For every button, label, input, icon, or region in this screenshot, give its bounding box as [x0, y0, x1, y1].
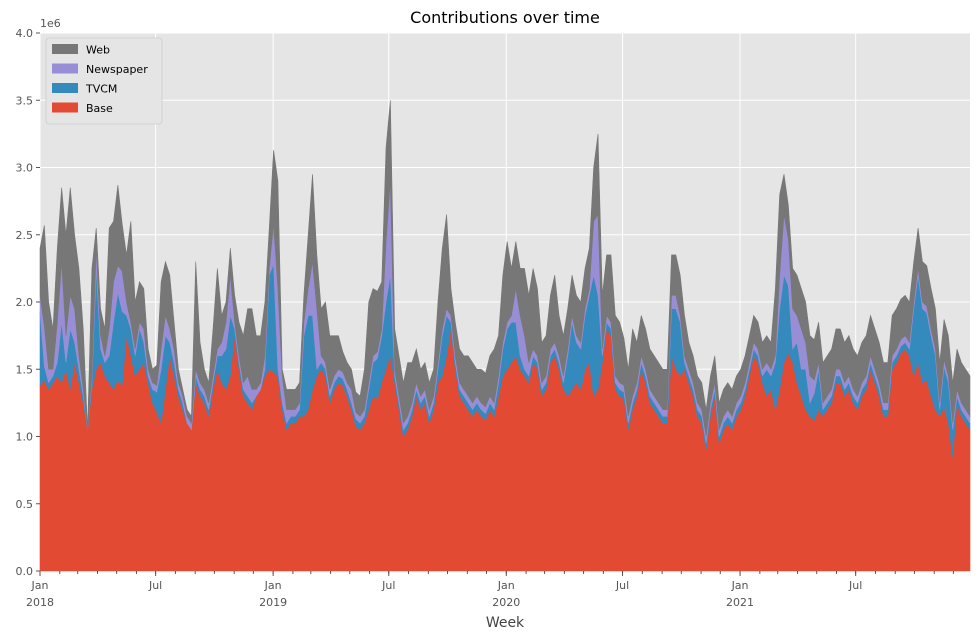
x-tick-label: Jul — [615, 579, 629, 592]
x-tick-label: Jan — [497, 579, 515, 592]
y-axis: 0.0 0.5 1.0 1.5 2.0 2.5 3.0 3.5 4.0 — [16, 27, 40, 578]
legend-swatch-newspaper — [52, 63, 78, 74]
x-tick-year-label: 2018 — [26, 596, 54, 609]
x-tick-label: Jul — [848, 579, 862, 592]
x-tick-year-label: 2020 — [492, 596, 520, 609]
x-tick-label: Jan — [31, 579, 49, 592]
y-tick-label: 4.0 — [16, 27, 34, 40]
y-tick-label: 1.5 — [16, 363, 34, 376]
x-tick-label: Jan — [264, 579, 282, 592]
x-tick-label: Jul — [148, 579, 162, 592]
y-tick-label: 3.0 — [16, 162, 34, 175]
legend-label-newspaper: Newspaper — [86, 63, 148, 76]
legend-label-tvcm: TVCM — [85, 83, 117, 96]
x-tick-label: Jan — [731, 579, 749, 592]
stacked-areas — [39, 100, 971, 572]
x-axis-label: Week — [486, 615, 525, 631]
area-web — [39, 100, 971, 437]
legend: Web Newspaper TVCM Base — [45, 37, 163, 125]
legend-swatch-base — [52, 102, 78, 113]
y-tick-label: 0.0 — [16, 565, 34, 578]
x-tick-label: Jul — [381, 579, 395, 592]
legend-label-base: Base — [86, 102, 113, 115]
x-axis: Jan 2018 Jul Jan 2019 Jul Jan 2020 Jul Jan 2021 Jul — [26, 571, 954, 609]
y-offset-label: 1e6 — [40, 17, 61, 30]
legend-swatch-web — [52, 44, 78, 54]
y-tick-label: 0.5 — [16, 498, 34, 511]
x-tick-year-label: 2021 — [726, 596, 754, 609]
legend-label-web: Web — [86, 44, 110, 57]
x-tick-year-label: 2019 — [259, 596, 287, 609]
y-tick-label: 3.5 — [16, 94, 34, 107]
y-tick-label: 2.0 — [16, 296, 34, 309]
legend-swatch-tvcm — [52, 83, 78, 93]
y-tick-label: 1.0 — [16, 431, 34, 444]
chart-title: Contributions over time — [410, 8, 600, 27]
y-tick-label: 2.5 — [16, 229, 34, 242]
